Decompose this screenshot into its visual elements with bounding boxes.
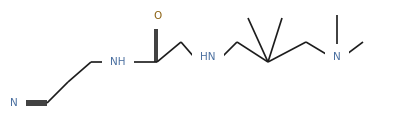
Text: NH: NH bbox=[110, 57, 126, 67]
Text: O: O bbox=[153, 11, 161, 21]
Text: HN: HN bbox=[200, 52, 216, 62]
Text: N: N bbox=[333, 52, 341, 62]
Text: N: N bbox=[10, 98, 18, 108]
